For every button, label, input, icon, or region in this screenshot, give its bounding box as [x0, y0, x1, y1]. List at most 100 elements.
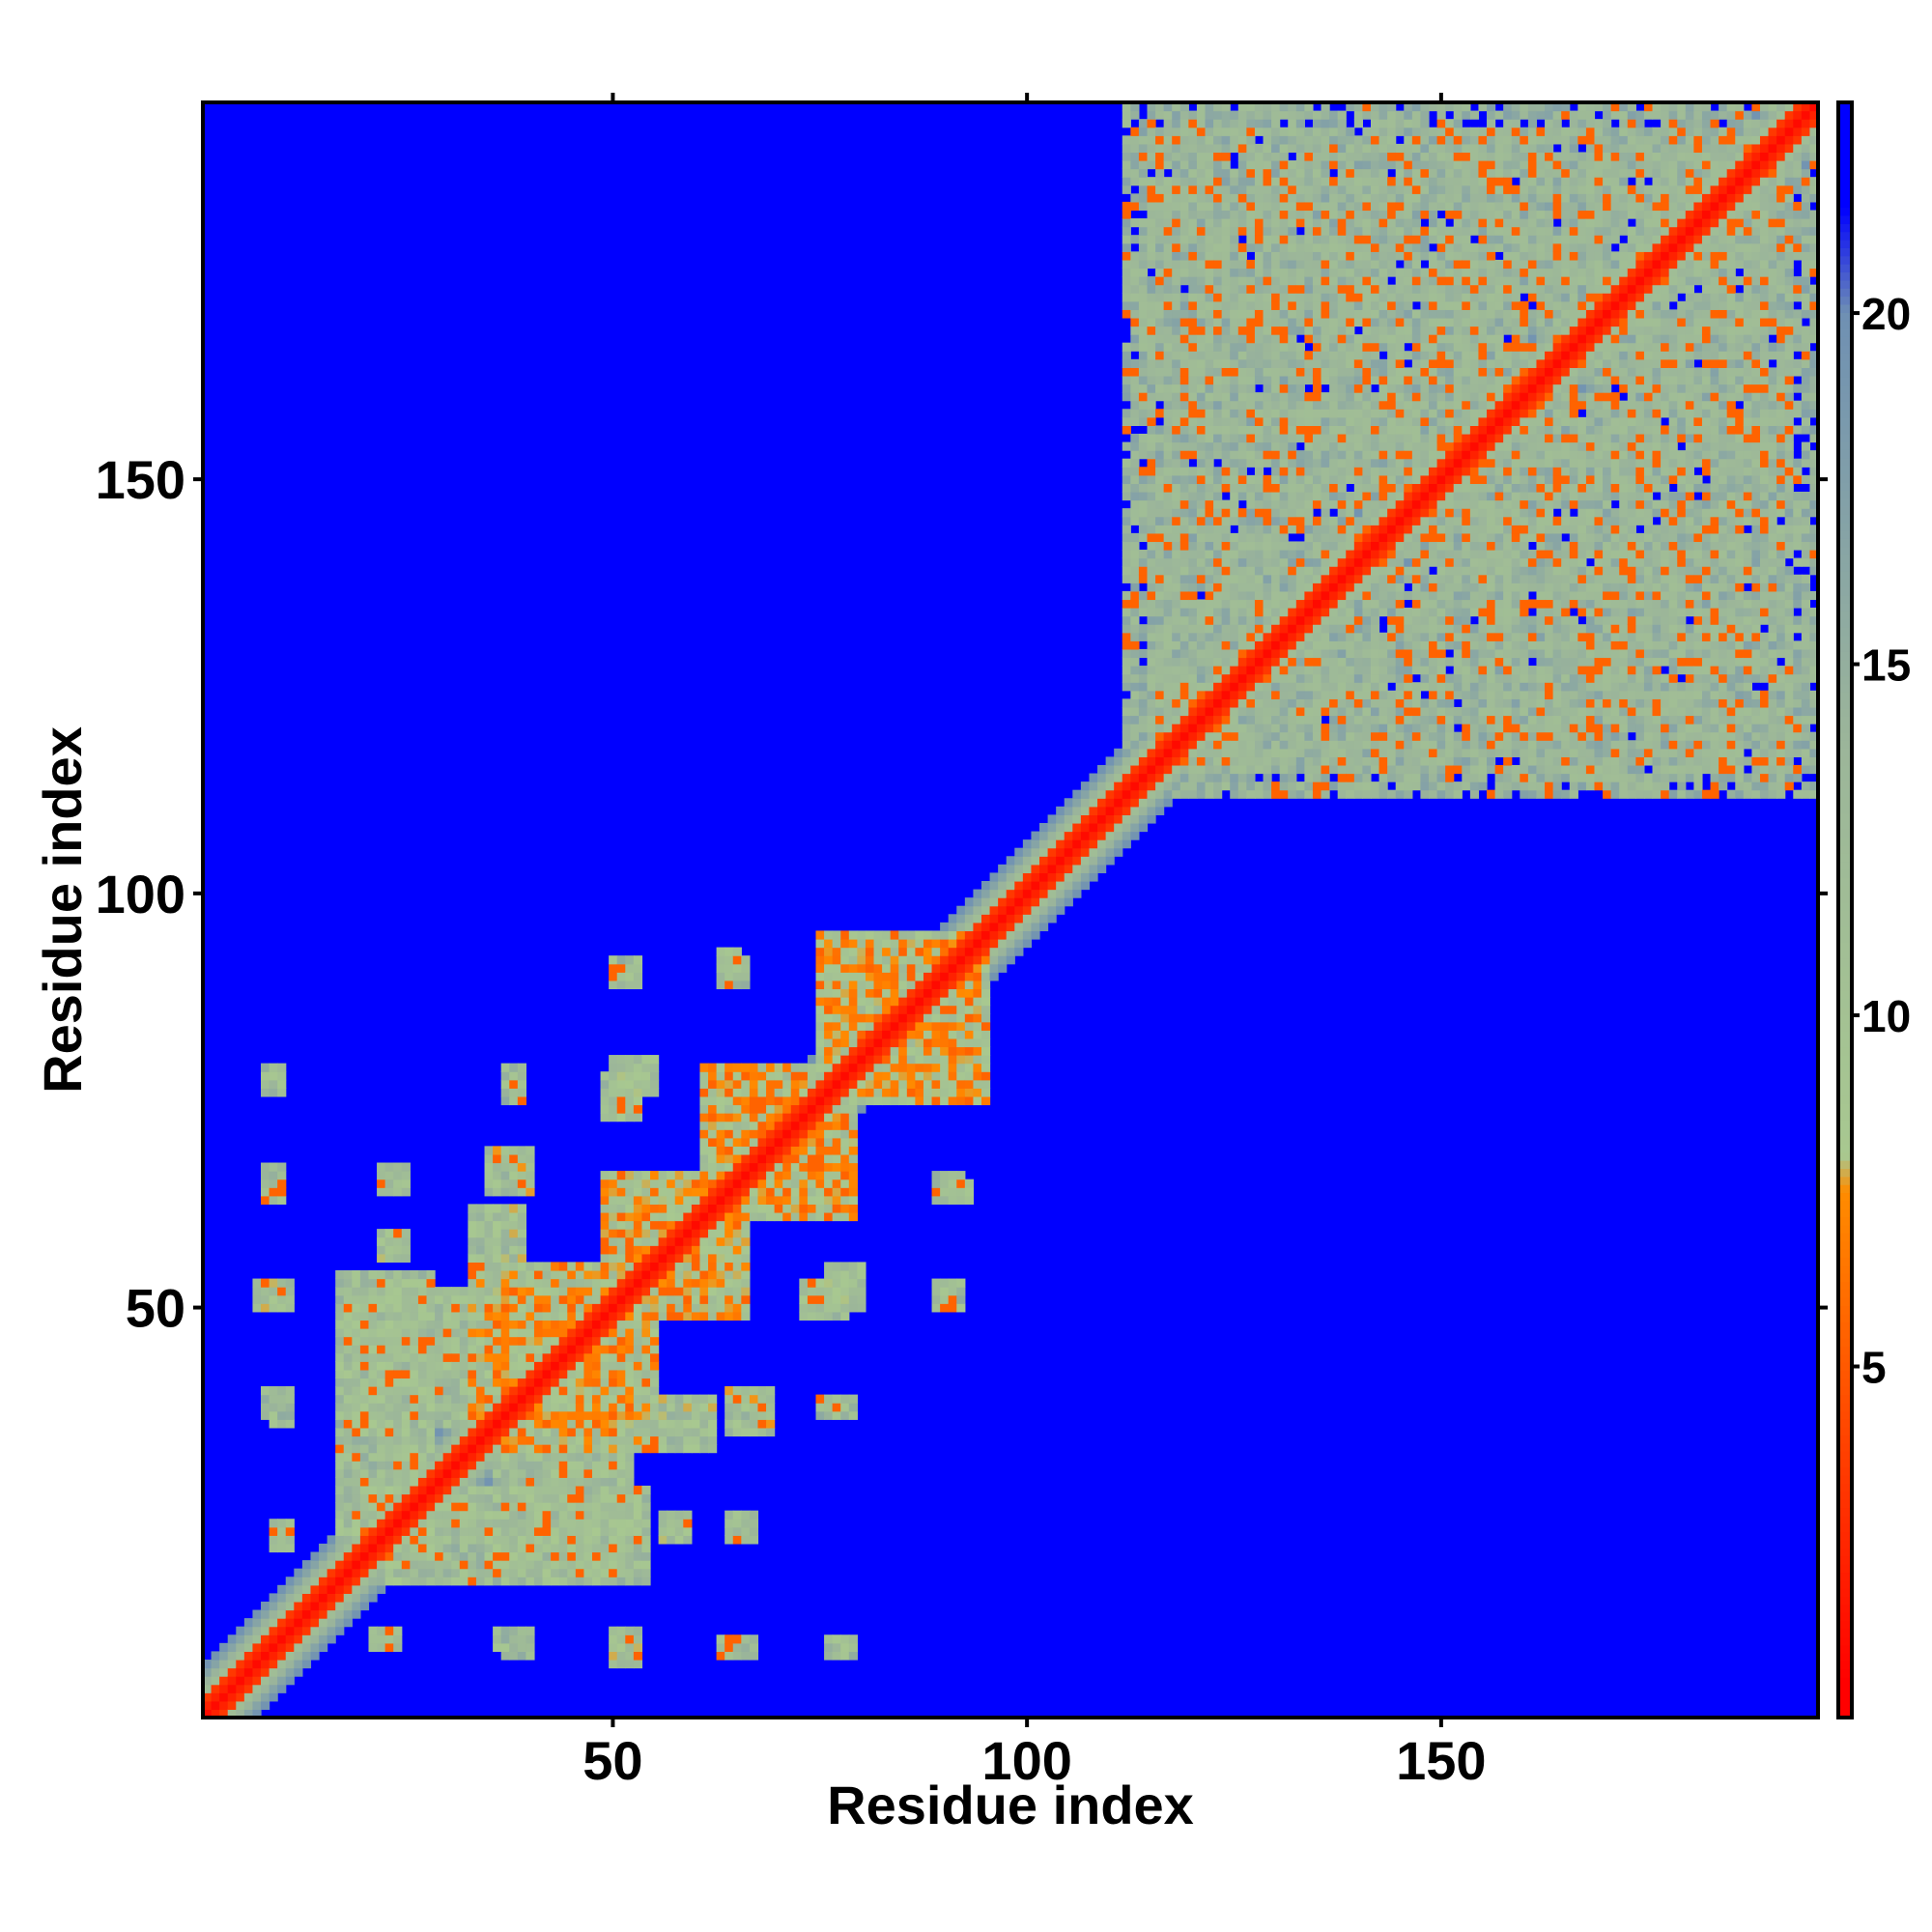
heatmap-cell — [650, 1262, 660, 1271]
heatmap-cell — [1263, 666, 1272, 675]
heatmap-cell — [699, 1253, 709, 1264]
heatmap-cell — [815, 1021, 825, 1031]
heatmap-cell — [998, 955, 1008, 965]
heatmap-cell — [526, 1262, 535, 1271]
heatmap-cell — [716, 1294, 725, 1304]
heatmap-cell — [956, 988, 966, 998]
heatmap-cell — [766, 1179, 776, 1188]
heatmap-cell — [335, 1477, 345, 1487]
heatmap-cell — [417, 1386, 428, 1396]
heatmap-cell — [724, 1204, 734, 1213]
heatmap-cell — [609, 1419, 618, 1429]
heatmap-cell — [708, 1146, 718, 1155]
heatmap-cell — [1064, 847, 1073, 857]
heatmap-cell — [551, 1535, 560, 1545]
heatmap-cell — [674, 1211, 684, 1222]
heatmap-cell — [1221, 724, 1231, 733]
heatmap-cell — [708, 1187, 718, 1197]
heatmap-cell — [1172, 566, 1181, 576]
heatmap-cell — [824, 1171, 834, 1180]
heatmap-cell — [848, 1269, 858, 1280]
heatmap-cell — [484, 1427, 494, 1437]
heatmap-cell — [377, 1642, 386, 1652]
heatmap-cell — [1213, 582, 1223, 592]
heatmap-cell — [625, 1551, 635, 1561]
heatmap-cell — [931, 1294, 941, 1304]
heatmap-cell — [493, 1361, 502, 1371]
heatmap-cell — [1130, 458, 1140, 468]
heatmap-cell — [1130, 582, 1140, 592]
heatmap-cell — [616, 1311, 626, 1321]
heatmap-cell — [1263, 582, 1272, 592]
heatmap-cell — [906, 1013, 916, 1023]
heatmap-cell — [359, 1535, 370, 1545]
heatmap-cell — [542, 1427, 552, 1437]
heatmap-cell — [790, 1162, 800, 1172]
heatmap-cell — [1254, 516, 1264, 526]
heatmap-cell — [815, 1171, 825, 1180]
heatmap-cell — [898, 1037, 908, 1048]
heatmap-cell — [1237, 648, 1247, 659]
heatmap-cell — [616, 1642, 626, 1652]
heatmap-cell — [625, 1179, 635, 1188]
heatmap-cell — [1122, 724, 1131, 733]
heatmap-cell — [616, 1535, 626, 1545]
heatmap-cell — [600, 1345, 610, 1354]
heatmap-cell — [493, 1477, 502, 1487]
heatmap-cell — [708, 1294, 718, 1304]
heatmap-cell — [1213, 740, 1223, 750]
heatmap-cell — [1130, 276, 1140, 286]
heatmap-cell — [1230, 358, 1239, 368]
heatmap-cell — [815, 1403, 825, 1412]
heatmap-cell — [542, 1394, 552, 1404]
heatmap-cell — [285, 1278, 295, 1288]
heatmap-cell — [956, 1079, 966, 1089]
heatmap-cell — [410, 1394, 419, 1404]
heatmap-cell — [940, 1187, 950, 1197]
heatmap-cell — [1014, 864, 1024, 874]
heatmap-cell — [343, 1444, 353, 1454]
heatmap-cell — [352, 1444, 361, 1454]
heatmap-cell — [667, 1171, 676, 1180]
heatmap-cell — [650, 1294, 660, 1304]
heatmap-cell — [542, 1519, 552, 1528]
heatmap-cell — [898, 1063, 908, 1072]
heatmap-cell — [1147, 284, 1156, 294]
heatmap-cell — [1213, 574, 1223, 583]
heatmap-cell — [1205, 450, 1214, 460]
heatmap-cell — [533, 1452, 544, 1462]
heatmap-cell — [898, 1030, 908, 1039]
heatmap-cell — [1130, 102, 1140, 112]
heatmap-cell — [890, 1055, 899, 1065]
heatmap-cell — [500, 1485, 510, 1495]
heatmap-cell — [417, 1287, 428, 1296]
heatmap-cell — [600, 1510, 610, 1520]
heatmap-cell — [1221, 474, 1231, 485]
heatmap-cell — [824, 1187, 834, 1197]
heatmap-cell — [609, 1651, 618, 1661]
heatmap-cell — [484, 1204, 494, 1213]
heatmap-cell — [625, 1485, 635, 1495]
heatmap-cell — [1263, 491, 1272, 501]
heatmap-cell — [915, 1005, 924, 1014]
heatmap-cell — [1130, 781, 1140, 791]
heatmap-cell — [716, 1071, 725, 1081]
heatmap-cell — [1196, 400, 1207, 410]
heatmap-cell — [600, 1394, 610, 1404]
heatmap-cell — [980, 922, 991, 932]
heatmap-cell — [774, 1179, 783, 1188]
heatmap-cell — [749, 1129, 759, 1139]
heatmap-cell — [551, 1311, 560, 1321]
heatmap-cell — [269, 1171, 278, 1180]
heatmap-cell — [335, 1560, 345, 1570]
heatmap-cell — [301, 1593, 312, 1603]
heatmap-cell — [1221, 226, 1231, 236]
heatmap-cell — [310, 1577, 320, 1586]
heatmap-cell — [442, 1419, 452, 1429]
heatmap-cell — [1163, 599, 1173, 609]
heatmap-cell — [732, 1179, 742, 1188]
heatmap-cell — [616, 1320, 626, 1329]
heatmap-cell — [799, 1211, 809, 1222]
heatmap-cell — [1221, 615, 1231, 625]
heatmap-cell — [840, 1095, 850, 1106]
